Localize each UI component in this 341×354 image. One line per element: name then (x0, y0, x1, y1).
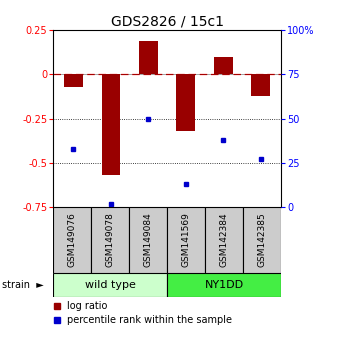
Text: GSM142385: GSM142385 (258, 212, 267, 267)
Bar (214, 57, 233, 74)
Bar (167, 273, 281, 297)
Bar (176, 74, 195, 131)
Bar (64, 74, 83, 87)
Bar (205, 207, 243, 273)
Bar (129, 207, 167, 273)
Text: NY1DD: NY1DD (205, 280, 244, 290)
Text: log ratio: log ratio (66, 301, 107, 311)
Text: wild type: wild type (85, 280, 135, 290)
Bar (53, 207, 91, 273)
Text: percentile rank within the sample: percentile rank within the sample (66, 315, 232, 325)
Bar (251, 74, 270, 96)
Bar (139, 41, 158, 74)
Text: strain  ►: strain ► (2, 280, 43, 290)
Text: GSM149084: GSM149084 (144, 212, 152, 267)
Bar (91, 207, 129, 273)
Text: GSM142384: GSM142384 (220, 212, 229, 267)
Text: GSM149076: GSM149076 (68, 212, 76, 267)
Bar (243, 207, 281, 273)
Bar (102, 74, 120, 175)
Text: GSM149078: GSM149078 (105, 212, 115, 267)
Bar (53, 273, 167, 297)
Text: GSM141569: GSM141569 (182, 212, 191, 267)
Title: GDS2826 / 15c1: GDS2826 / 15c1 (110, 15, 224, 29)
Bar (167, 207, 205, 273)
